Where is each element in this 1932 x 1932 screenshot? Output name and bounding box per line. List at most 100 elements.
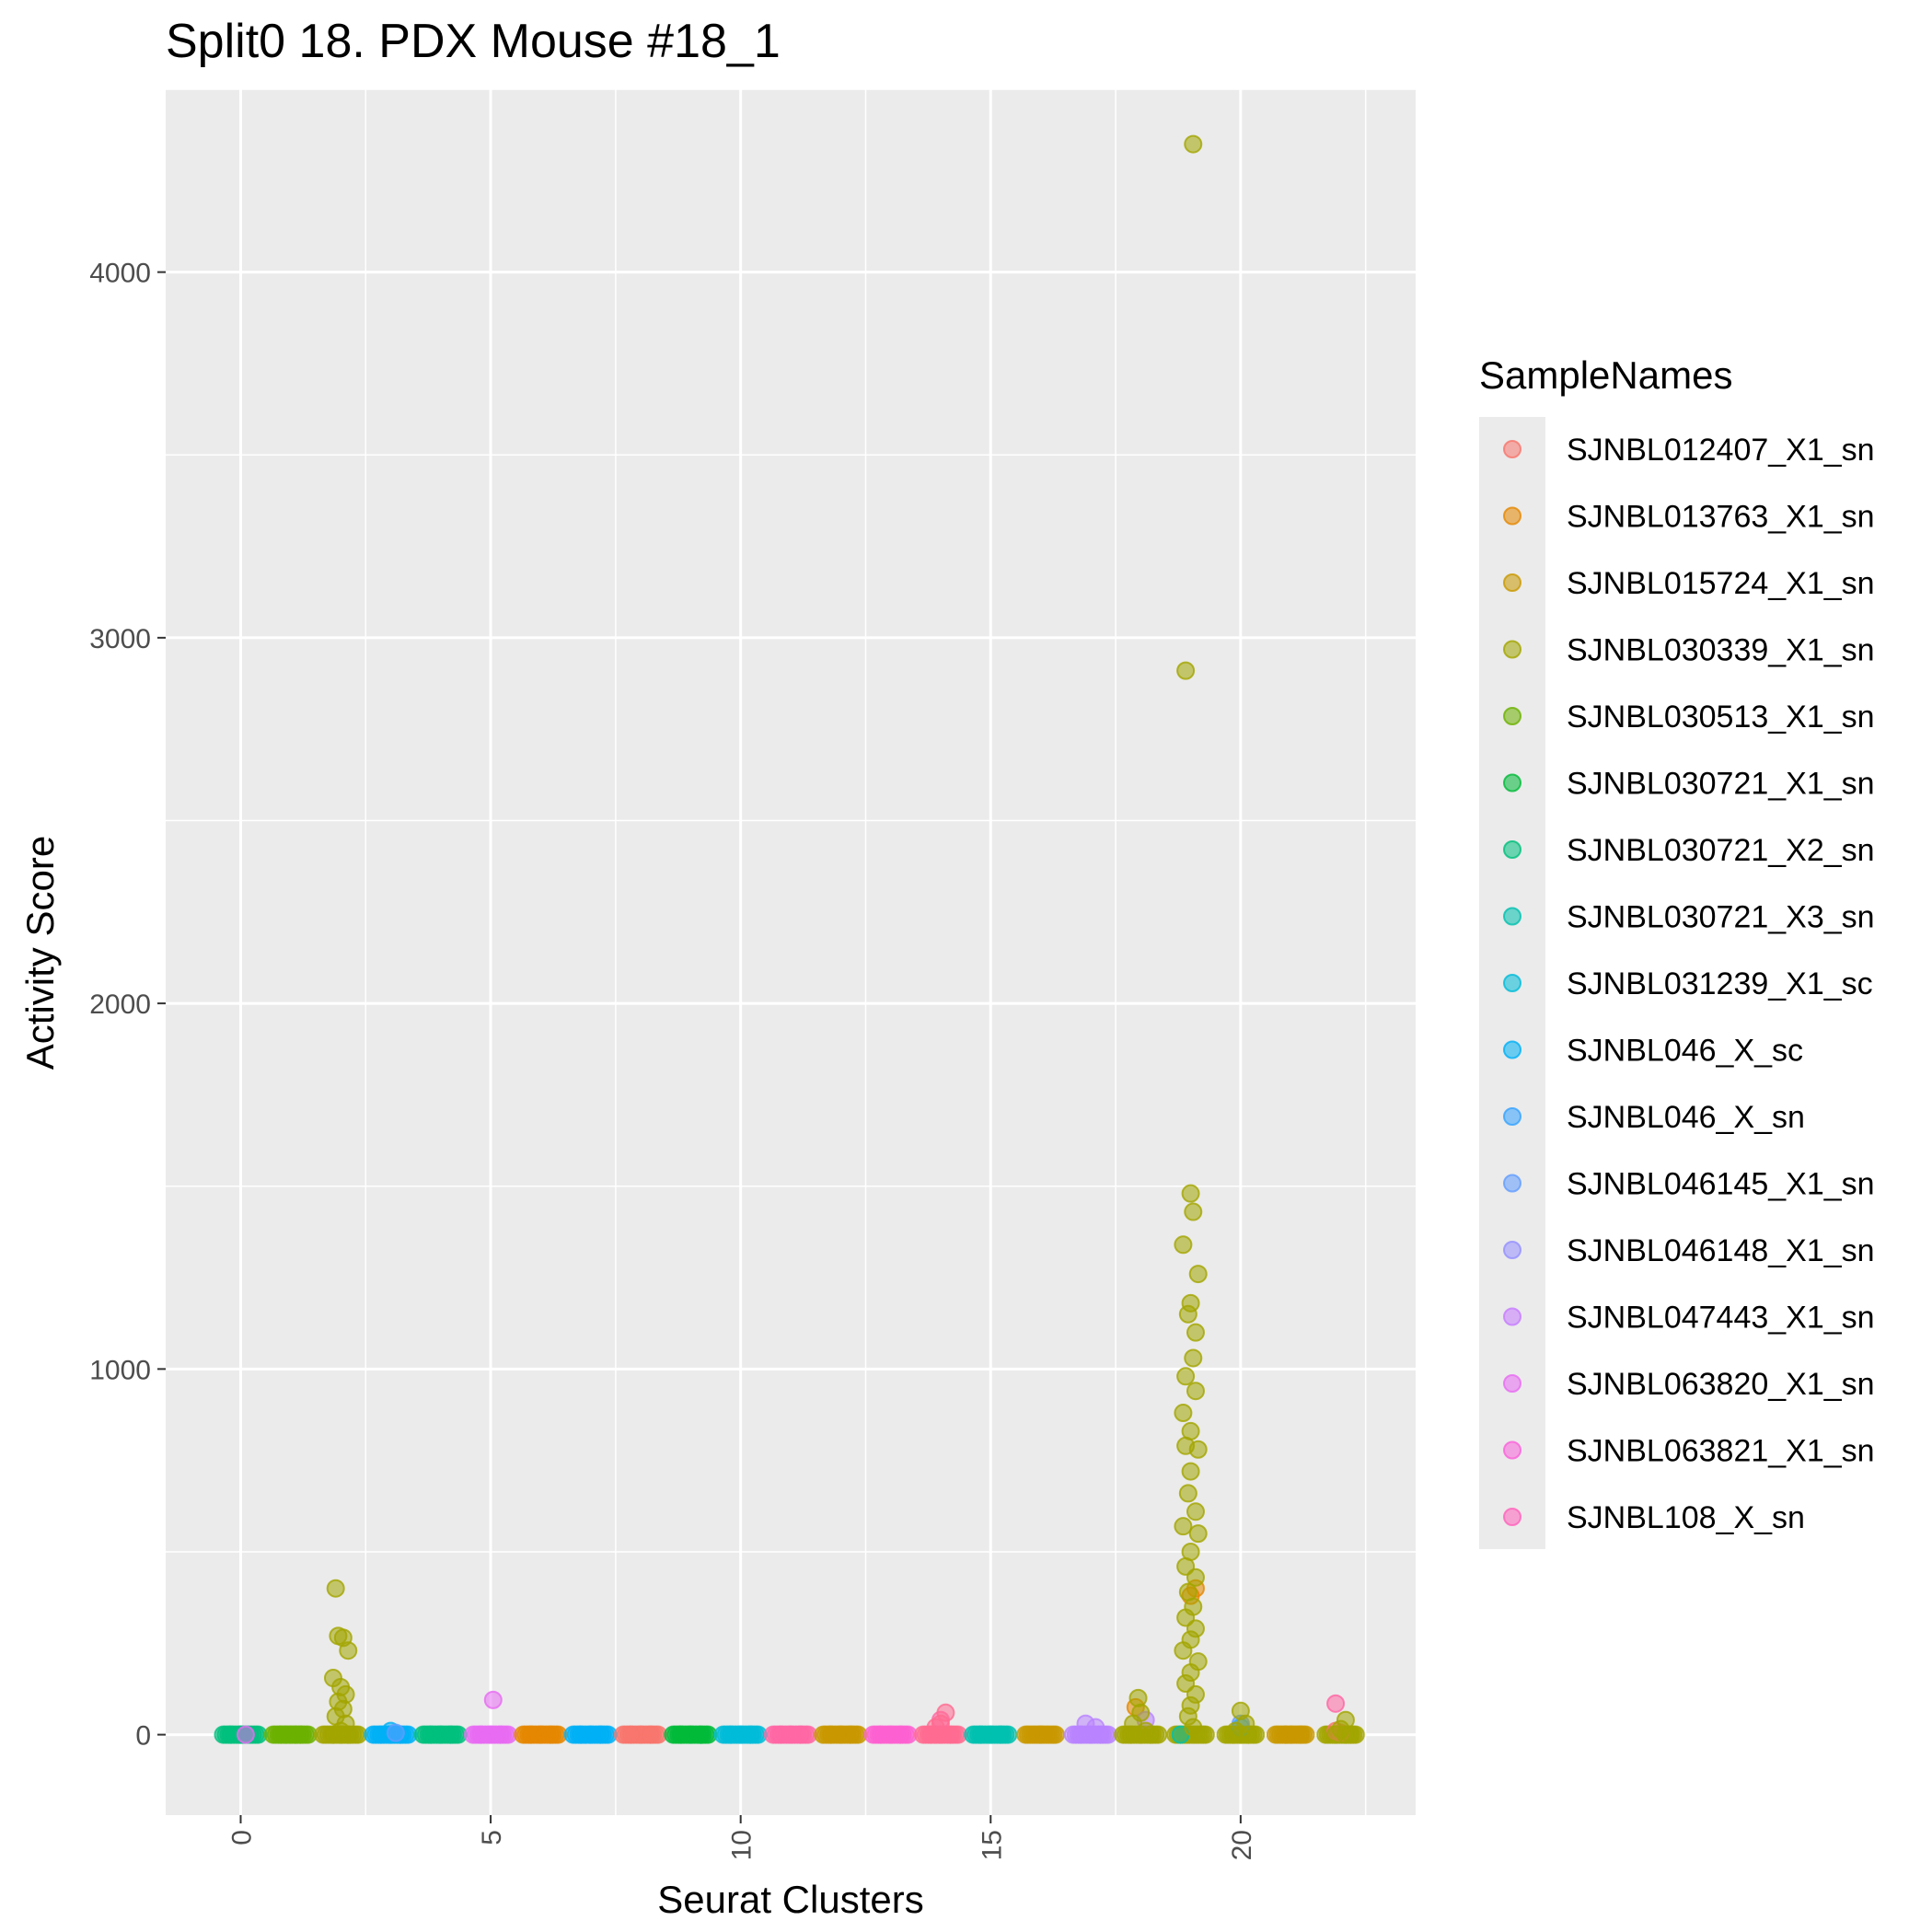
legend-label: SJNBL046148_X1_sn (1567, 1233, 1875, 1268)
data-point (1341, 1725, 1360, 1744)
legend-key (1503, 840, 1521, 859)
data-point (991, 1725, 1011, 1744)
data-point (1178, 1304, 1197, 1324)
legend-label: SJNBL047443_X1_sn (1567, 1301, 1875, 1336)
y-tick-label: 1000 (89, 1355, 151, 1385)
data-point (339, 1641, 358, 1660)
data-point (1174, 1235, 1193, 1255)
legend-key (1503, 1107, 1521, 1126)
data-point (1188, 1524, 1208, 1544)
x-tick-label: 15 (977, 1830, 1007, 1860)
data-point (521, 1725, 540, 1744)
y-tick-label: 3000 (89, 624, 151, 654)
data-point (691, 1725, 711, 1744)
legend-label: SJNBL031239_X1_sc (1567, 966, 1873, 1001)
legend: SampleNames SJNBL012407_X1_sn SJNBL013763… (1479, 353, 1875, 1549)
data-point (621, 1725, 641, 1744)
x-axis: 0 5 10 15 20 (226, 1815, 1257, 1860)
data-point (1188, 1440, 1208, 1459)
data-point (483, 1690, 503, 1709)
data-point (671, 1725, 690, 1744)
data-point (1276, 1725, 1295, 1744)
data-point (821, 1725, 840, 1744)
data-point (1186, 1568, 1205, 1587)
data-point (1184, 1718, 1203, 1737)
legend-key (1503, 1440, 1521, 1460)
legend-key (1503, 1508, 1521, 1526)
data-point (1176, 661, 1196, 680)
data-point (471, 1725, 491, 1744)
legend-key (1503, 573, 1521, 592)
data-point (891, 1725, 910, 1744)
plot-panel (166, 89, 1416, 1815)
data-point (1186, 1382, 1205, 1401)
data-point (926, 1718, 945, 1737)
legend-label: SJNBL063821_X1_sn (1567, 1434, 1875, 1469)
legend-key (1503, 773, 1521, 792)
data-point (871, 1725, 890, 1744)
data-point (326, 1579, 345, 1598)
legend-label: SJNBL015724_X1_sn (1567, 566, 1875, 601)
legend-label: SJNBL046145_X1_sn (1567, 1167, 1875, 1202)
legend-label: SJNBL013763_X1_sn (1567, 500, 1875, 535)
data-point (1184, 1202, 1203, 1221)
data-point (1186, 1502, 1205, 1521)
data-point (541, 1725, 561, 1744)
data-point (1174, 1404, 1193, 1423)
x-axis-title: Seurat Clusters (657, 1878, 923, 1921)
legend-label: SJNBL030513_X1_sn (1567, 700, 1875, 735)
legend-label: SJNBL012407_X1_sn (1567, 433, 1875, 468)
y-tick-label: 2000 (89, 989, 151, 1020)
legend-key (1503, 440, 1521, 458)
data-point (771, 1725, 791, 1744)
data-point (1184, 134, 1203, 154)
legend-label: SJNBL030721_X1_sn (1567, 767, 1875, 802)
data-point (1223, 1725, 1243, 1744)
data-point (1186, 1323, 1205, 1342)
data-point (571, 1725, 590, 1744)
data-point (1141, 1725, 1161, 1744)
data-point (421, 1725, 440, 1744)
data-point (1174, 1517, 1193, 1536)
data-point (1181, 1462, 1200, 1481)
data-point (1176, 1367, 1196, 1386)
x-tick-label: 0 (226, 1830, 257, 1845)
data-point (641, 1725, 660, 1744)
data-point (741, 1725, 760, 1744)
legend-label: SJNBL046_X_sn (1567, 1100, 1805, 1135)
x-tick-label: 20 (1227, 1830, 1257, 1860)
minor-gridlines (166, 88, 1416, 1815)
data-point (971, 1725, 990, 1744)
x-tick-label: 10 (727, 1830, 758, 1860)
data-point (1086, 1718, 1105, 1737)
data-point (236, 1725, 255, 1744)
y-axis: 0 1000 2000 3000 4000 (89, 259, 166, 1752)
legend-key (1503, 1241, 1521, 1259)
legend-key (1503, 1307, 1521, 1326)
data-point (841, 1725, 861, 1744)
data-point (591, 1725, 610, 1744)
legend-label: SJNBL030721_X3_sn (1567, 900, 1875, 935)
data-point (276, 1725, 295, 1744)
data-point (491, 1725, 510, 1744)
legend-key (1503, 1040, 1521, 1059)
data-point (1121, 1725, 1140, 1744)
data-point (1174, 1641, 1193, 1660)
x-tick-label: 5 (477, 1830, 507, 1845)
data-point (1178, 1484, 1197, 1503)
legend-label: SJNBL046_X_sc (1567, 1034, 1803, 1069)
chart-title: Split0 18. PDX Mouse #18_1 (166, 15, 781, 68)
data-point (1181, 1184, 1200, 1203)
data-point (1326, 1694, 1346, 1713)
legend-label: SJNBL063820_X1_sn (1567, 1367, 1875, 1402)
data-point (1184, 1348, 1203, 1368)
data-point (1188, 1265, 1208, 1284)
legend-key (1503, 506, 1521, 526)
legend-key (1503, 974, 1521, 992)
legend-label: SJNBL030721_X2_sn (1567, 833, 1875, 868)
legend-key (1503, 1174, 1521, 1193)
legend-key (1503, 907, 1521, 926)
y-tick-label: 0 (135, 1721, 151, 1752)
data-point (721, 1725, 740, 1744)
